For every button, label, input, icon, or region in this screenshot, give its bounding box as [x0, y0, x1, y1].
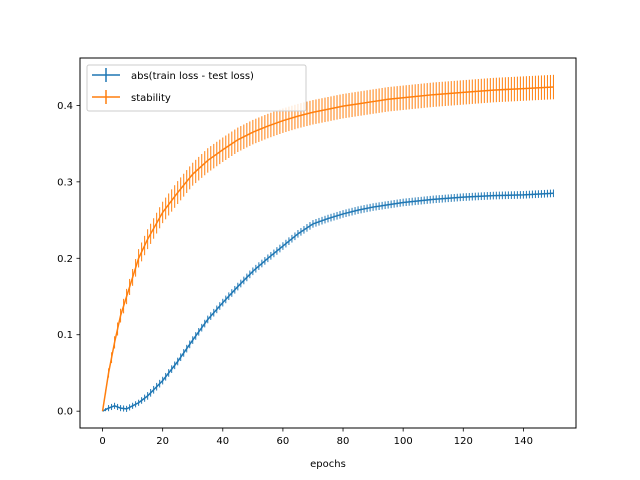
series-0-line	[102, 192, 554, 412]
x-tick-label: 140	[514, 436, 533, 447]
axis-ticks: 0 20 40 60 80 100 120 140 0.0 0.1 0.2 0.3 0.4	[57, 101, 533, 447]
series-1	[101, 74, 554, 412]
legend-entry-1: stability	[92, 90, 171, 104]
x-tick-label: 20	[156, 436, 169, 447]
plot-frame	[79, 57, 577, 429]
legend-box	[86, 64, 307, 112]
legend-label-1: stability	[131, 93, 171, 104]
series-1-line	[101, 86, 554, 412]
y-tick-label: 0.1	[57, 330, 73, 341]
y-tick-label: 0.2	[57, 254, 73, 265]
x-tick-label: 120	[454, 436, 473, 447]
y-tick-label: 0.3	[57, 177, 73, 188]
plot-area	[101, 74, 554, 412]
y-tick-label: 0.0	[57, 407, 73, 418]
x-axis-label: epochs	[310, 459, 346, 470]
series-0	[102, 189, 554, 412]
y-tick-label: 0.4	[57, 101, 73, 112]
x-tick-label: 100	[394, 436, 413, 447]
legend-label-0: abs(train loss - test loss)	[131, 71, 254, 82]
x-tick-label: 40	[216, 436, 229, 447]
x-tick-label: 60	[277, 436, 290, 447]
legend-entry-0: abs(train loss - test loss)	[92, 68, 254, 82]
x-tick-label: 0	[99, 436, 105, 447]
x-tick-label: 80	[337, 436, 350, 447]
legend: abs(train loss - test loss) stability	[86, 64, 307, 112]
